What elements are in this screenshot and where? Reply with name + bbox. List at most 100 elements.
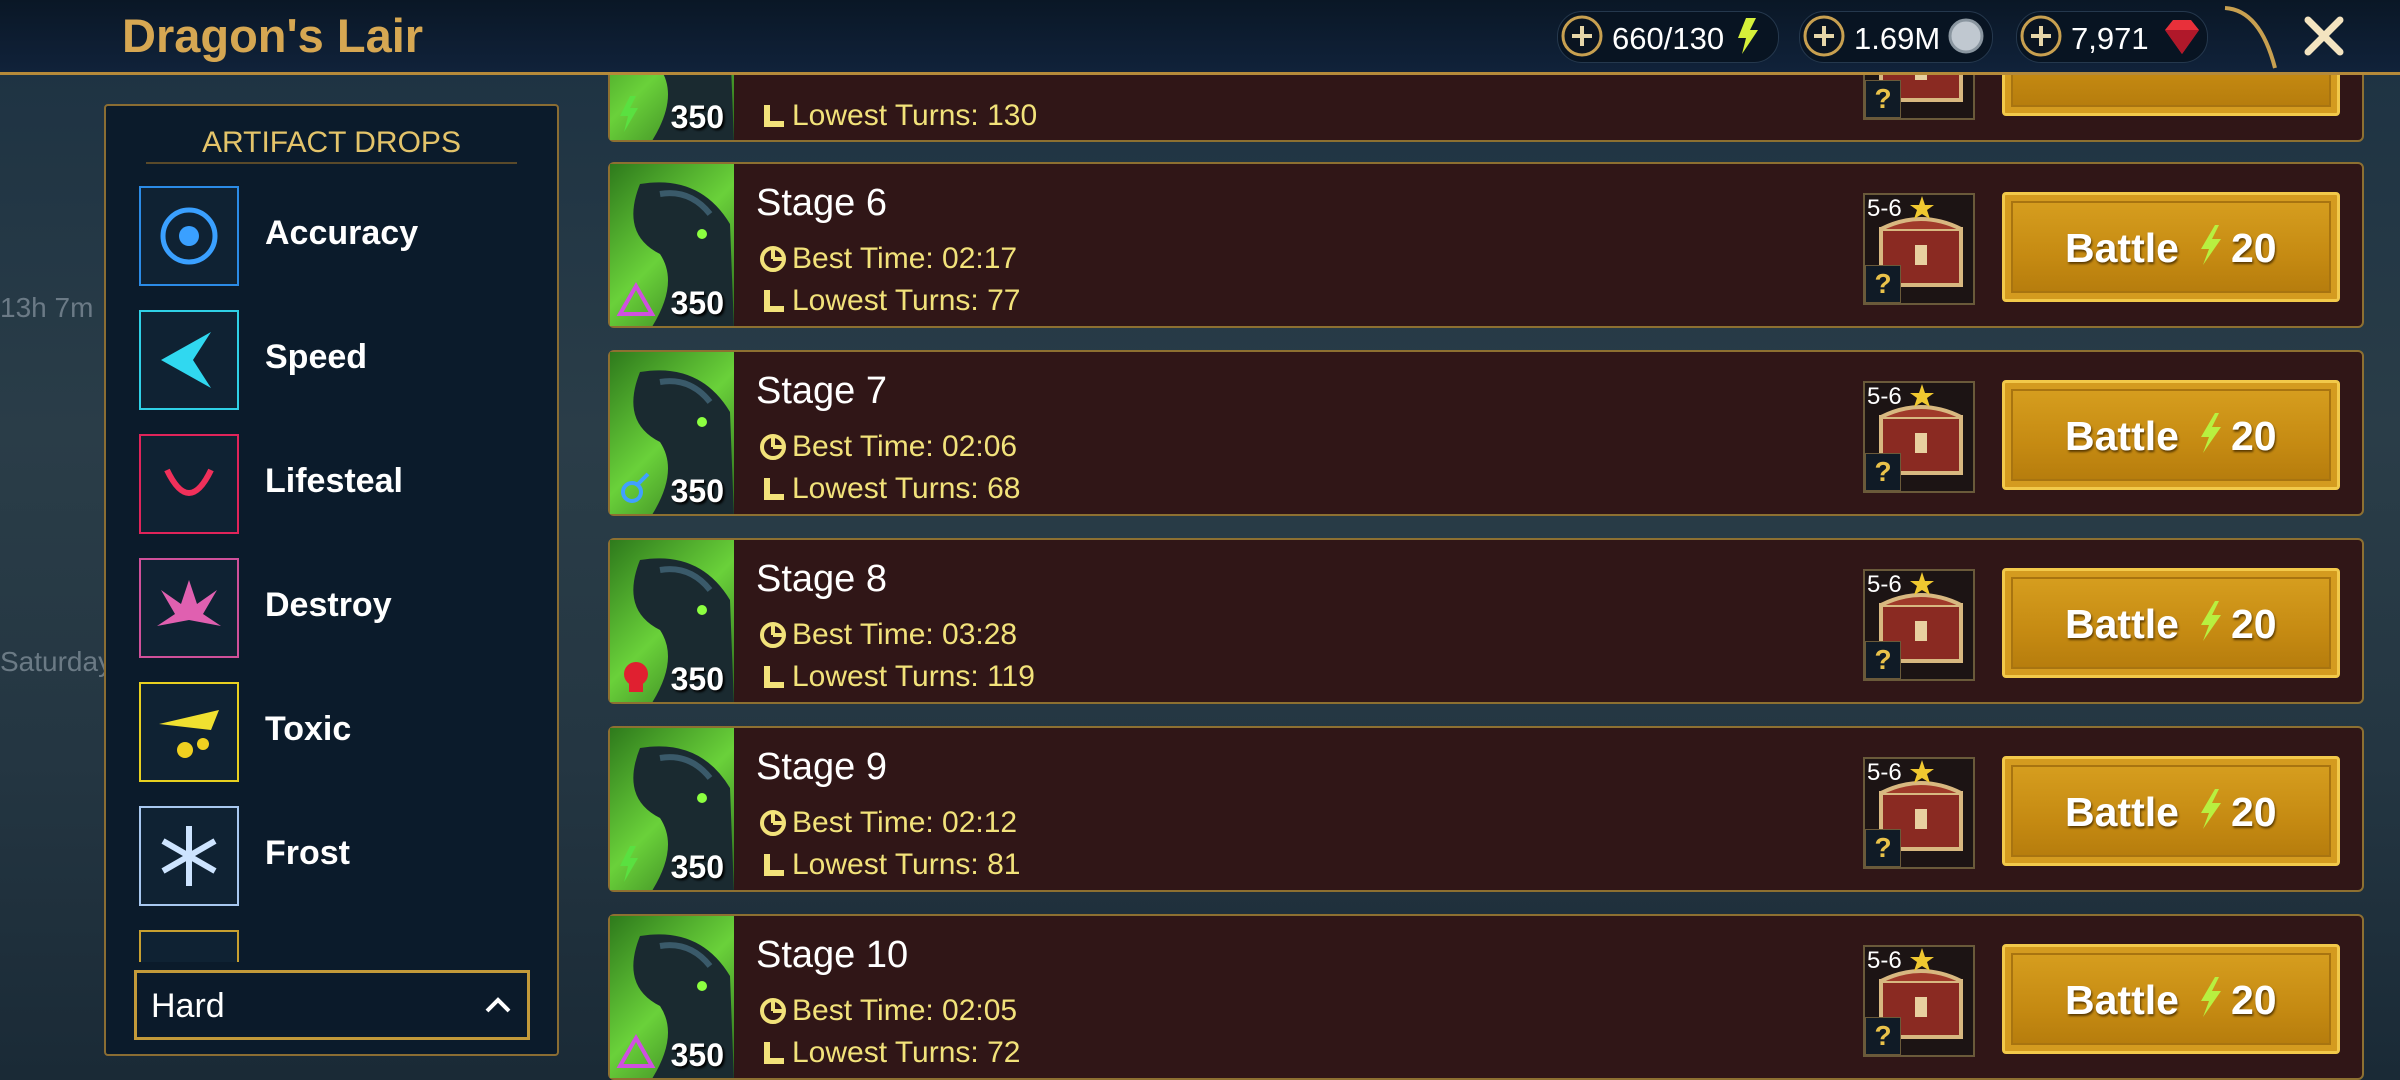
close-button[interactable] (2302, 14, 2346, 58)
dragon-art (633, 746, 734, 890)
energy-cost: 20 (2231, 977, 2277, 1023)
star-icon (1909, 383, 1935, 409)
clock-icon (758, 996, 788, 1026)
affinity-icon-svg (620, 846, 638, 882)
stage-name: Stage 7 (756, 370, 887, 412)
item-icon (139, 434, 239, 534)
item-icon (139, 806, 239, 906)
add-button-svg (1803, 15, 1845, 57)
energy-icon (2197, 223, 2223, 267)
panel-title: ARTIFACT DROPS (202, 126, 461, 159)
dragon-art (633, 934, 734, 1078)
turns-icon (758, 101, 788, 131)
background-text: Saturday (0, 646, 113, 677)
energy-icon-svg (2201, 977, 2221, 1017)
reward-chest: 5-6? (1863, 945, 1975, 1057)
stage-portrait: 350 (610, 164, 734, 326)
resource-icon-svg (1948, 18, 1984, 54)
icon-glyph (164, 468, 214, 496)
reward-chest: 5-6? (1863, 757, 1975, 869)
clock-icon-svg (760, 246, 786, 272)
battle-button[interactable]: Battle 20 (2002, 944, 2340, 1054)
background-text: 13h 7m (0, 292, 94, 323)
best-time: Best Time: 02:06 (792, 430, 1018, 463)
clock-icon-svg (760, 622, 786, 648)
clock-icon-svg (760, 434, 786, 460)
lowest-turns: Lowest Turns: 119 (792, 660, 1035, 693)
resource-pill: 660/130 (1557, 11, 1779, 63)
item-icon (139, 930, 239, 962)
stage-level: 350 (670, 473, 724, 509)
resource-pill: 1.69M (1799, 11, 1993, 63)
reward-chest: 5-6? (1863, 569, 1975, 681)
clock-icon (758, 620, 788, 650)
battle-button[interactable]: Battle 20 (2002, 756, 2340, 866)
chest-art (1879, 593, 1963, 663)
battle-button[interactable]: Battle 20 (2002, 568, 2340, 678)
energy-icon (2197, 787, 2223, 831)
energy-cost: 20 (2231, 413, 2277, 459)
star-icon (1909, 759, 1935, 785)
best-time: Best Time: 02:17 (792, 242, 1018, 275)
corner-ornament (2224, 6, 2277, 69)
stage-row: 350 Stage 9 Best Time: 02:12 Lowest Turns: … (608, 726, 2364, 892)
star-icon-svg (1910, 760, 1934, 783)
star-icon (1909, 571, 1935, 597)
turns-icon-svg (764, 666, 784, 688)
reward-chest: 5-6? (1863, 381, 1975, 493)
turns-icon-svg (764, 105, 784, 127)
energy-cost: 20 (2231, 225, 2277, 271)
lowest-turns: Lowest Turns: 72 (792, 1036, 1021, 1069)
turns-icon-svg (764, 854, 784, 876)
stage-name: Stage 6 (756, 182, 887, 224)
reward-hint: ? (1865, 453, 1901, 491)
page-title: Dragon's Lair (122, 9, 424, 62)
icon-glyph (161, 826, 217, 886)
rarity-label: 5-6 (1867, 947, 1902, 974)
resource-value: 660/130 (1612, 21, 1725, 56)
stage-level: 350 (670, 1037, 724, 1073)
turns-icon-svg (764, 478, 784, 500)
lowest-turns: Lowest Turns: 68 (792, 472, 1021, 505)
clock-icon (758, 808, 788, 838)
turns-icon-svg (764, 1042, 784, 1064)
add-button-svg (1561, 15, 1603, 57)
difficulty-label: Hard (151, 987, 225, 1025)
clock-icon-svg (760, 810, 786, 836)
affinity-icon (616, 844, 656, 884)
affinity-icon (616, 468, 656, 508)
button-label: Battle (2065, 413, 2179, 459)
reward-hint: ? (1865, 265, 1901, 303)
stage-portrait: 350 (610, 540, 734, 702)
stage-portrait: 350 (610, 352, 734, 514)
star-icon (1909, 947, 1935, 973)
resource-icon (2161, 14, 2205, 58)
turns-icon (758, 474, 788, 504)
button-label: Battle (2065, 789, 2179, 835)
difficulty-dropdown[interactable]: Hard (134, 970, 530, 1040)
star-icon-svg (1910, 196, 1934, 219)
dragon-art (633, 182, 734, 326)
dragon-art (633, 370, 734, 514)
item-icon (139, 682, 239, 782)
stage-level: 350 (670, 661, 724, 697)
stage-level: 350 (670, 849, 724, 885)
button-label: Battle (2065, 977, 2179, 1023)
stage-portrait: 350 (610, 916, 734, 1078)
reward-hint: ? (1865, 1017, 1901, 1055)
energy-icon (2197, 975, 2223, 1019)
resource-value: 7,971 (2071, 21, 2149, 56)
stage-row: 350 Stage 8 Best Time: 03:28 Lowest Turns: … (608, 538, 2364, 704)
battle-button[interactable]: Battle 20 (2002, 192, 2340, 302)
battle-button[interactable]: Battle 20 (2002, 380, 2340, 490)
affinity-icon-svg (620, 96, 638, 132)
reward-hint: ? (1865, 80, 1901, 118)
stage-name: Stage 9 (756, 746, 887, 788)
affinity-icon-svg (616, 1033, 656, 1068)
rarity-label: 5-6 (1867, 571, 1902, 598)
reward-hint: ? (1865, 641, 1901, 679)
rarity-label: 5-6 (1867, 759, 1902, 786)
stage-row: 350 Stage 7 Best Time: 02:06 Lowest Turns: … (608, 350, 2364, 516)
item-label: Frost (265, 834, 350, 872)
star-icon-svg (1910, 572, 1934, 595)
